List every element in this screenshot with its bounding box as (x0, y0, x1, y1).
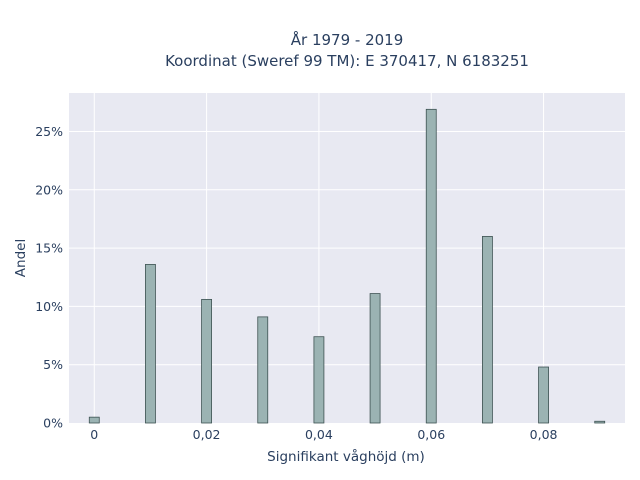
x-axis-ticks: 0 0,02 0,04 0,06 0,08 (90, 427, 557, 442)
x-axis-title: Signifikant våghöjd (m) (267, 448, 425, 465)
x-tick-label: 0,04 (305, 427, 333, 442)
histogram-bar (594, 420, 606, 424)
histogram-bar (88, 416, 100, 424)
chart-title: År 1979 - 2019 (291, 30, 404, 49)
y-tick-label: 15% (35, 241, 63, 256)
y-tick-label: 0% (43, 416, 63, 431)
histogram-bar (425, 108, 437, 424)
chart-subtitle: Koordinat (Sweref 99 TM): E 370417, N 61… (165, 52, 529, 70)
x-tick-label: 0,08 (530, 427, 558, 442)
y-tick-label: 5% (43, 357, 63, 372)
y-tick-label: 20% (35, 182, 63, 197)
x-tick-label: 0,06 (417, 427, 445, 442)
y-axis-ticks: 0% 5% 10% 15% 20% 25% (35, 124, 63, 431)
histogram-bar (257, 316, 269, 424)
y-axis-title: Andel (13, 239, 29, 277)
y-tick-label: 10% (35, 299, 63, 314)
bars (88, 108, 606, 424)
plot-area (69, 93, 625, 423)
histogram-bar (482, 236, 493, 424)
x-tick-label: 0 (90, 427, 98, 442)
histogram-bar (201, 298, 212, 424)
histogram-bar (145, 264, 156, 424)
histogram-bar (538, 366, 549, 424)
x-tick-label: 0,02 (193, 427, 221, 442)
y-tick-label: 25% (35, 124, 63, 139)
histogram-bar (369, 293, 381, 424)
histogram-bar (313, 336, 325, 424)
